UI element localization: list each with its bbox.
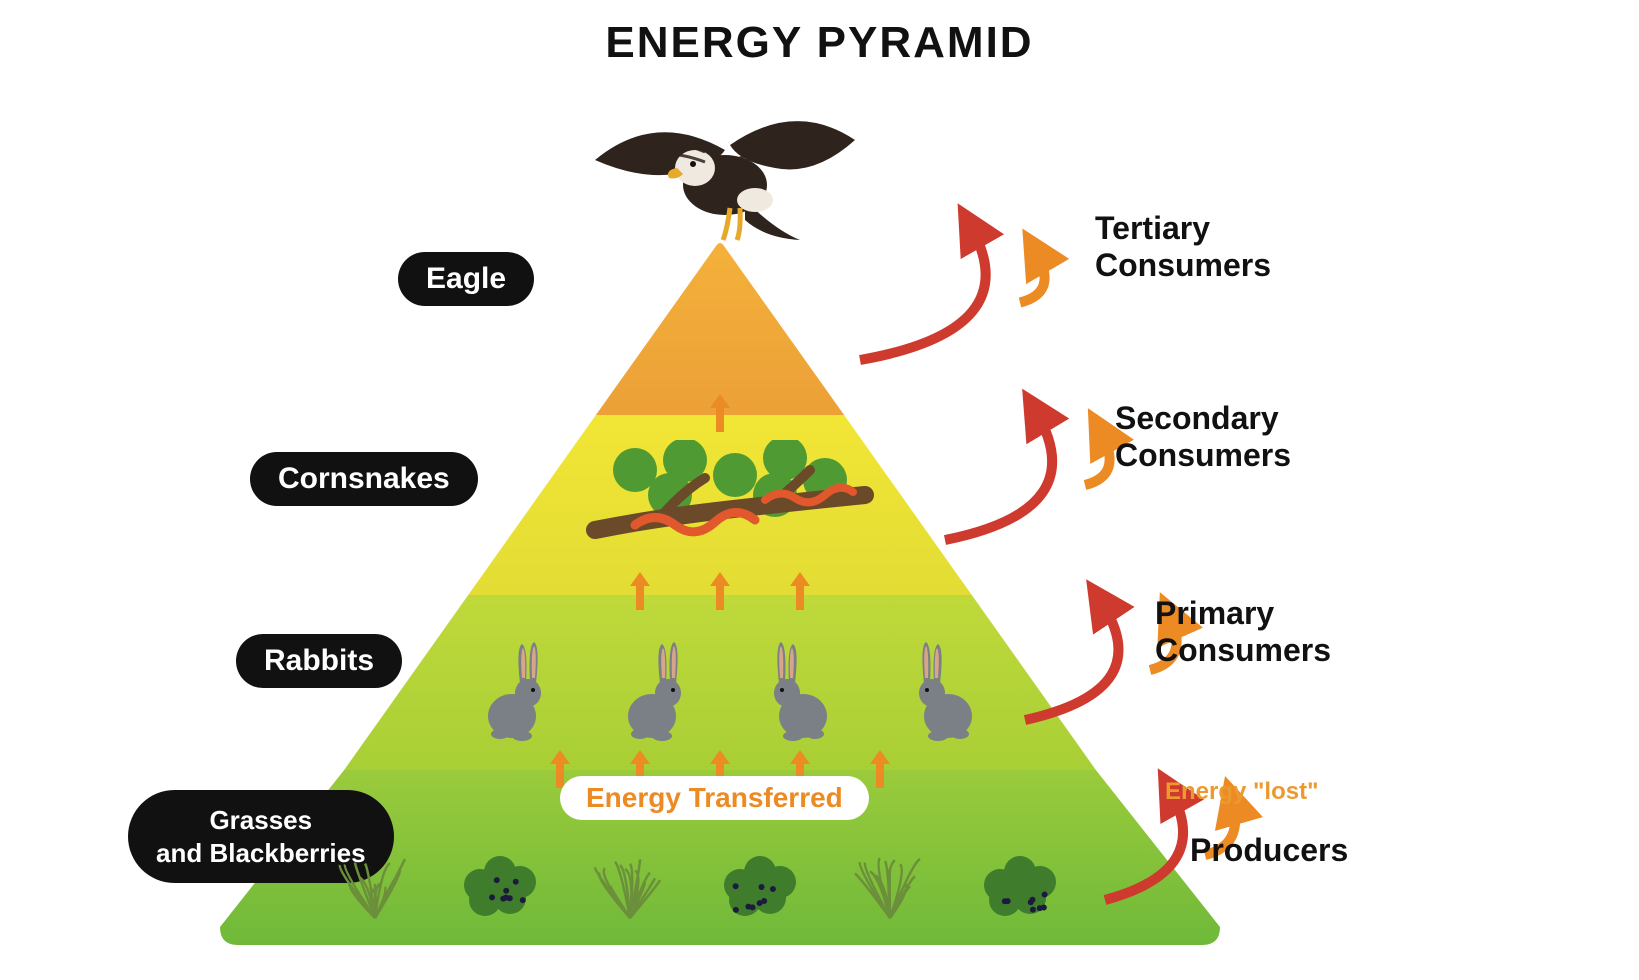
energy-transferred-label: Energy Transferred — [560, 776, 869, 820]
grass-icon — [330, 850, 420, 920]
organism-label-primary: Rabbits — [236, 634, 402, 688]
rabbit-icon — [760, 638, 845, 748]
organism-label-secondary: Cornsnakes — [250, 452, 478, 506]
trophic-label-1: SecondaryConsumers — [1115, 400, 1291, 474]
trophic-label-3: Producers — [1190, 832, 1348, 869]
loss-out-arrow-tertiary — [1020, 250, 1045, 303]
loss-curve-primary — [1025, 600, 1118, 720]
grass-icon — [585, 850, 675, 920]
cornsnakes-icon — [575, 440, 875, 560]
up-arrow-icon — [630, 572, 650, 612]
loss-out-arrow-secondary — [1085, 430, 1110, 485]
bush-icon — [455, 850, 545, 925]
up-arrow-icon — [870, 750, 890, 790]
energy-pyramid-diagram: { "type": "infographic", "title": "ENERG… — [0, 0, 1639, 980]
grass-icon — [845, 850, 935, 920]
rabbit-icon — [905, 638, 990, 748]
trophic-label-0: TertiaryConsumers — [1095, 210, 1271, 284]
loss-curve-producers — [1105, 790, 1183, 900]
bush-icon — [975, 850, 1065, 925]
up-arrow-icon — [710, 572, 730, 612]
up-arrow-icon — [710, 394, 730, 434]
bush-icon — [715, 850, 805, 925]
eagle-icon — [565, 90, 885, 270]
trophic-label-2: PrimaryConsumers — [1155, 595, 1331, 669]
loss-curve-secondary — [945, 410, 1052, 540]
up-arrow-icon — [790, 572, 810, 612]
organism-label-tertiary: Eagle — [398, 252, 534, 306]
rabbit-icon — [610, 638, 695, 748]
rabbit-icon — [470, 638, 555, 748]
energy-lost-label: Energy "lost" — [1165, 778, 1318, 806]
